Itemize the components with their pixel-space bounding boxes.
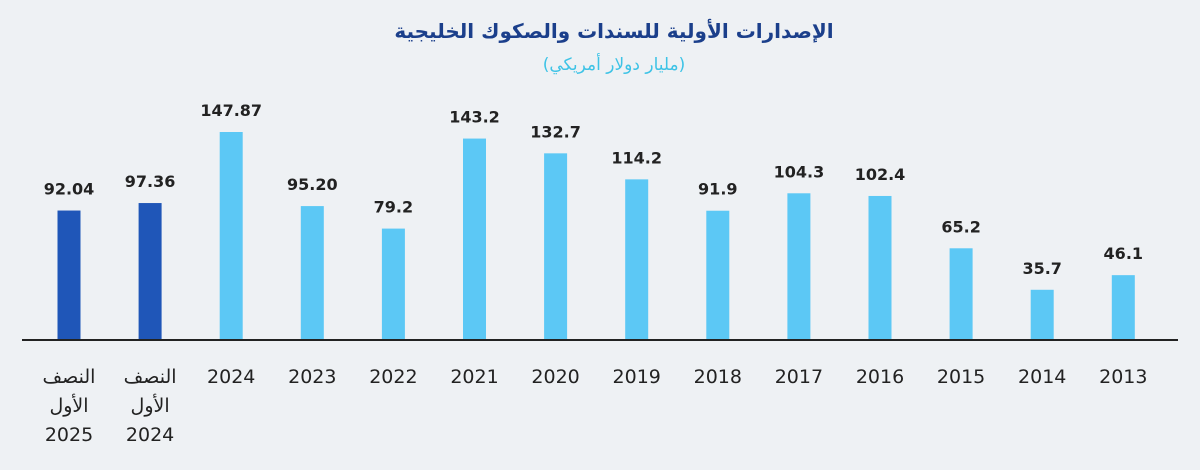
category-label-13: 2013	[1099, 366, 1147, 388]
category-label-8: 2018	[694, 366, 742, 388]
category-label-7: 2019	[613, 366, 661, 388]
value-label-8: 91.9	[698, 180, 737, 199]
bar-3	[300, 206, 324, 340]
category-label-11: 2015	[937, 366, 985, 388]
value-label-1: 97.36	[125, 172, 176, 191]
bar-6	[544, 153, 568, 340]
category-label-12: 2014	[1018, 366, 1066, 388]
bar-9	[787, 193, 811, 340]
category-label-2: 2024	[207, 366, 255, 388]
bar-5	[463, 138, 486, 340]
value-label-5: 143.2	[449, 108, 500, 127]
bar-12	[1030, 289, 1054, 340]
value-label-3: 95.20	[287, 175, 338, 194]
value-label-2: 147.87	[200, 101, 262, 120]
category-label-3: 2023	[288, 366, 336, 388]
bar-2	[219, 132, 243, 340]
category-label-6: 2020	[531, 366, 579, 388]
chart-title: الإصدارات الأولية للسندات والصكوك الخليج…	[394, 18, 833, 43]
category-label-0: النصف الأول 2025	[43, 366, 96, 446]
value-label-7: 114.2	[611, 148, 662, 167]
category-label-10: 2016	[856, 366, 904, 388]
value-label-4: 79.2	[374, 198, 413, 217]
bar-4	[381, 228, 405, 340]
category-label-1: النصف الأول 2024	[124, 366, 177, 446]
bar-7	[625, 179, 649, 340]
category-label-9: 2017	[775, 366, 823, 388]
bar-13	[1111, 275, 1135, 340]
value-label-10: 102.4	[855, 165, 906, 184]
bars-group: 92.04 97.36 147.87 95.20 79.2 143.2 132.7 114.2…	[44, 101, 1143, 340]
category-label-5: 2021	[450, 366, 498, 388]
x-tick-labels: النصف الأول 2025 النصف الأول 2024 2024 2023 2022…	[43, 366, 1148, 446]
value-label-11: 65.2	[941, 217, 980, 236]
bar-1	[138, 203, 162, 340]
chart-subtitle: (مليار دولار أمريكي)	[543, 53, 686, 75]
bar-8	[706, 210, 730, 340]
value-label-13: 46.1	[1104, 244, 1143, 263]
bar-0	[57, 210, 81, 340]
bar-11	[949, 248, 973, 340]
category-label-4: 2022	[369, 366, 417, 388]
value-label-6: 132.7	[530, 122, 581, 141]
value-label-12: 35.7	[1022, 259, 1061, 278]
value-label-0: 92.04	[44, 180, 95, 199]
bar-10	[868, 195, 892, 340]
value-label-9: 104.3	[774, 162, 825, 181]
